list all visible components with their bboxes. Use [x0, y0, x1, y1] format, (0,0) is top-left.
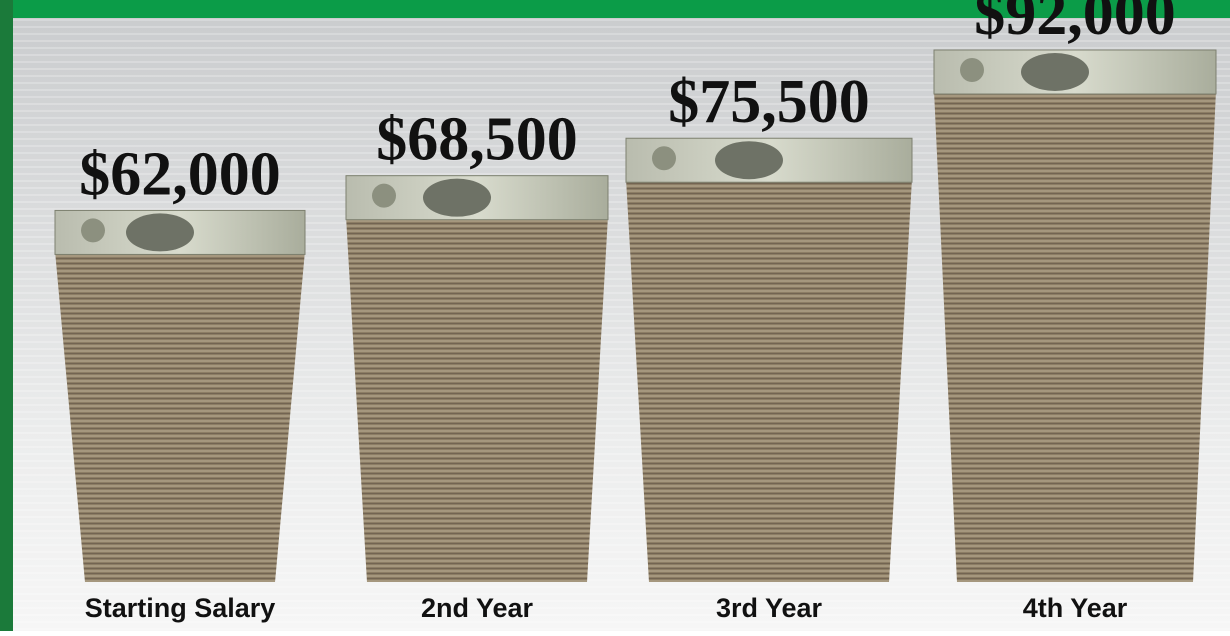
value-label: $62,000	[79, 140, 281, 208]
bill-seal	[960, 58, 984, 82]
category-label: Starting Salary	[85, 593, 276, 623]
plot: $62,000 Starting Salary $68,500 2nd Year $75…	[54, 0, 1217, 623]
category-label: 2nd Year	[421, 593, 534, 623]
value-label: $75,500	[668, 68, 870, 136]
bill-seal	[81, 218, 105, 243]
bill-portrait	[1021, 53, 1089, 91]
category-label: 4th Year	[1023, 593, 1128, 623]
stack-shade	[626, 178, 912, 582]
bill-portrait	[715, 141, 783, 180]
stack-shade	[934, 90, 1216, 582]
category-label: 3rd Year	[716, 593, 823, 623]
value-label: $92,000	[974, 0, 1176, 48]
bill-seal	[652, 146, 676, 171]
bill-seal	[372, 183, 396, 208]
stack-shade	[55, 250, 305, 582]
top-band	[0, 0, 1230, 18]
stack-shade	[346, 215, 608, 582]
value-label: $68,500	[376, 106, 578, 174]
bill-portrait	[423, 178, 491, 217]
bill-portrait	[126, 213, 194, 252]
money-stack	[934, 90, 1216, 582]
left-band	[0, 0, 13, 631]
money-stack	[626, 178, 912, 582]
money-stack	[55, 250, 305, 582]
money-stack	[346, 215, 608, 582]
